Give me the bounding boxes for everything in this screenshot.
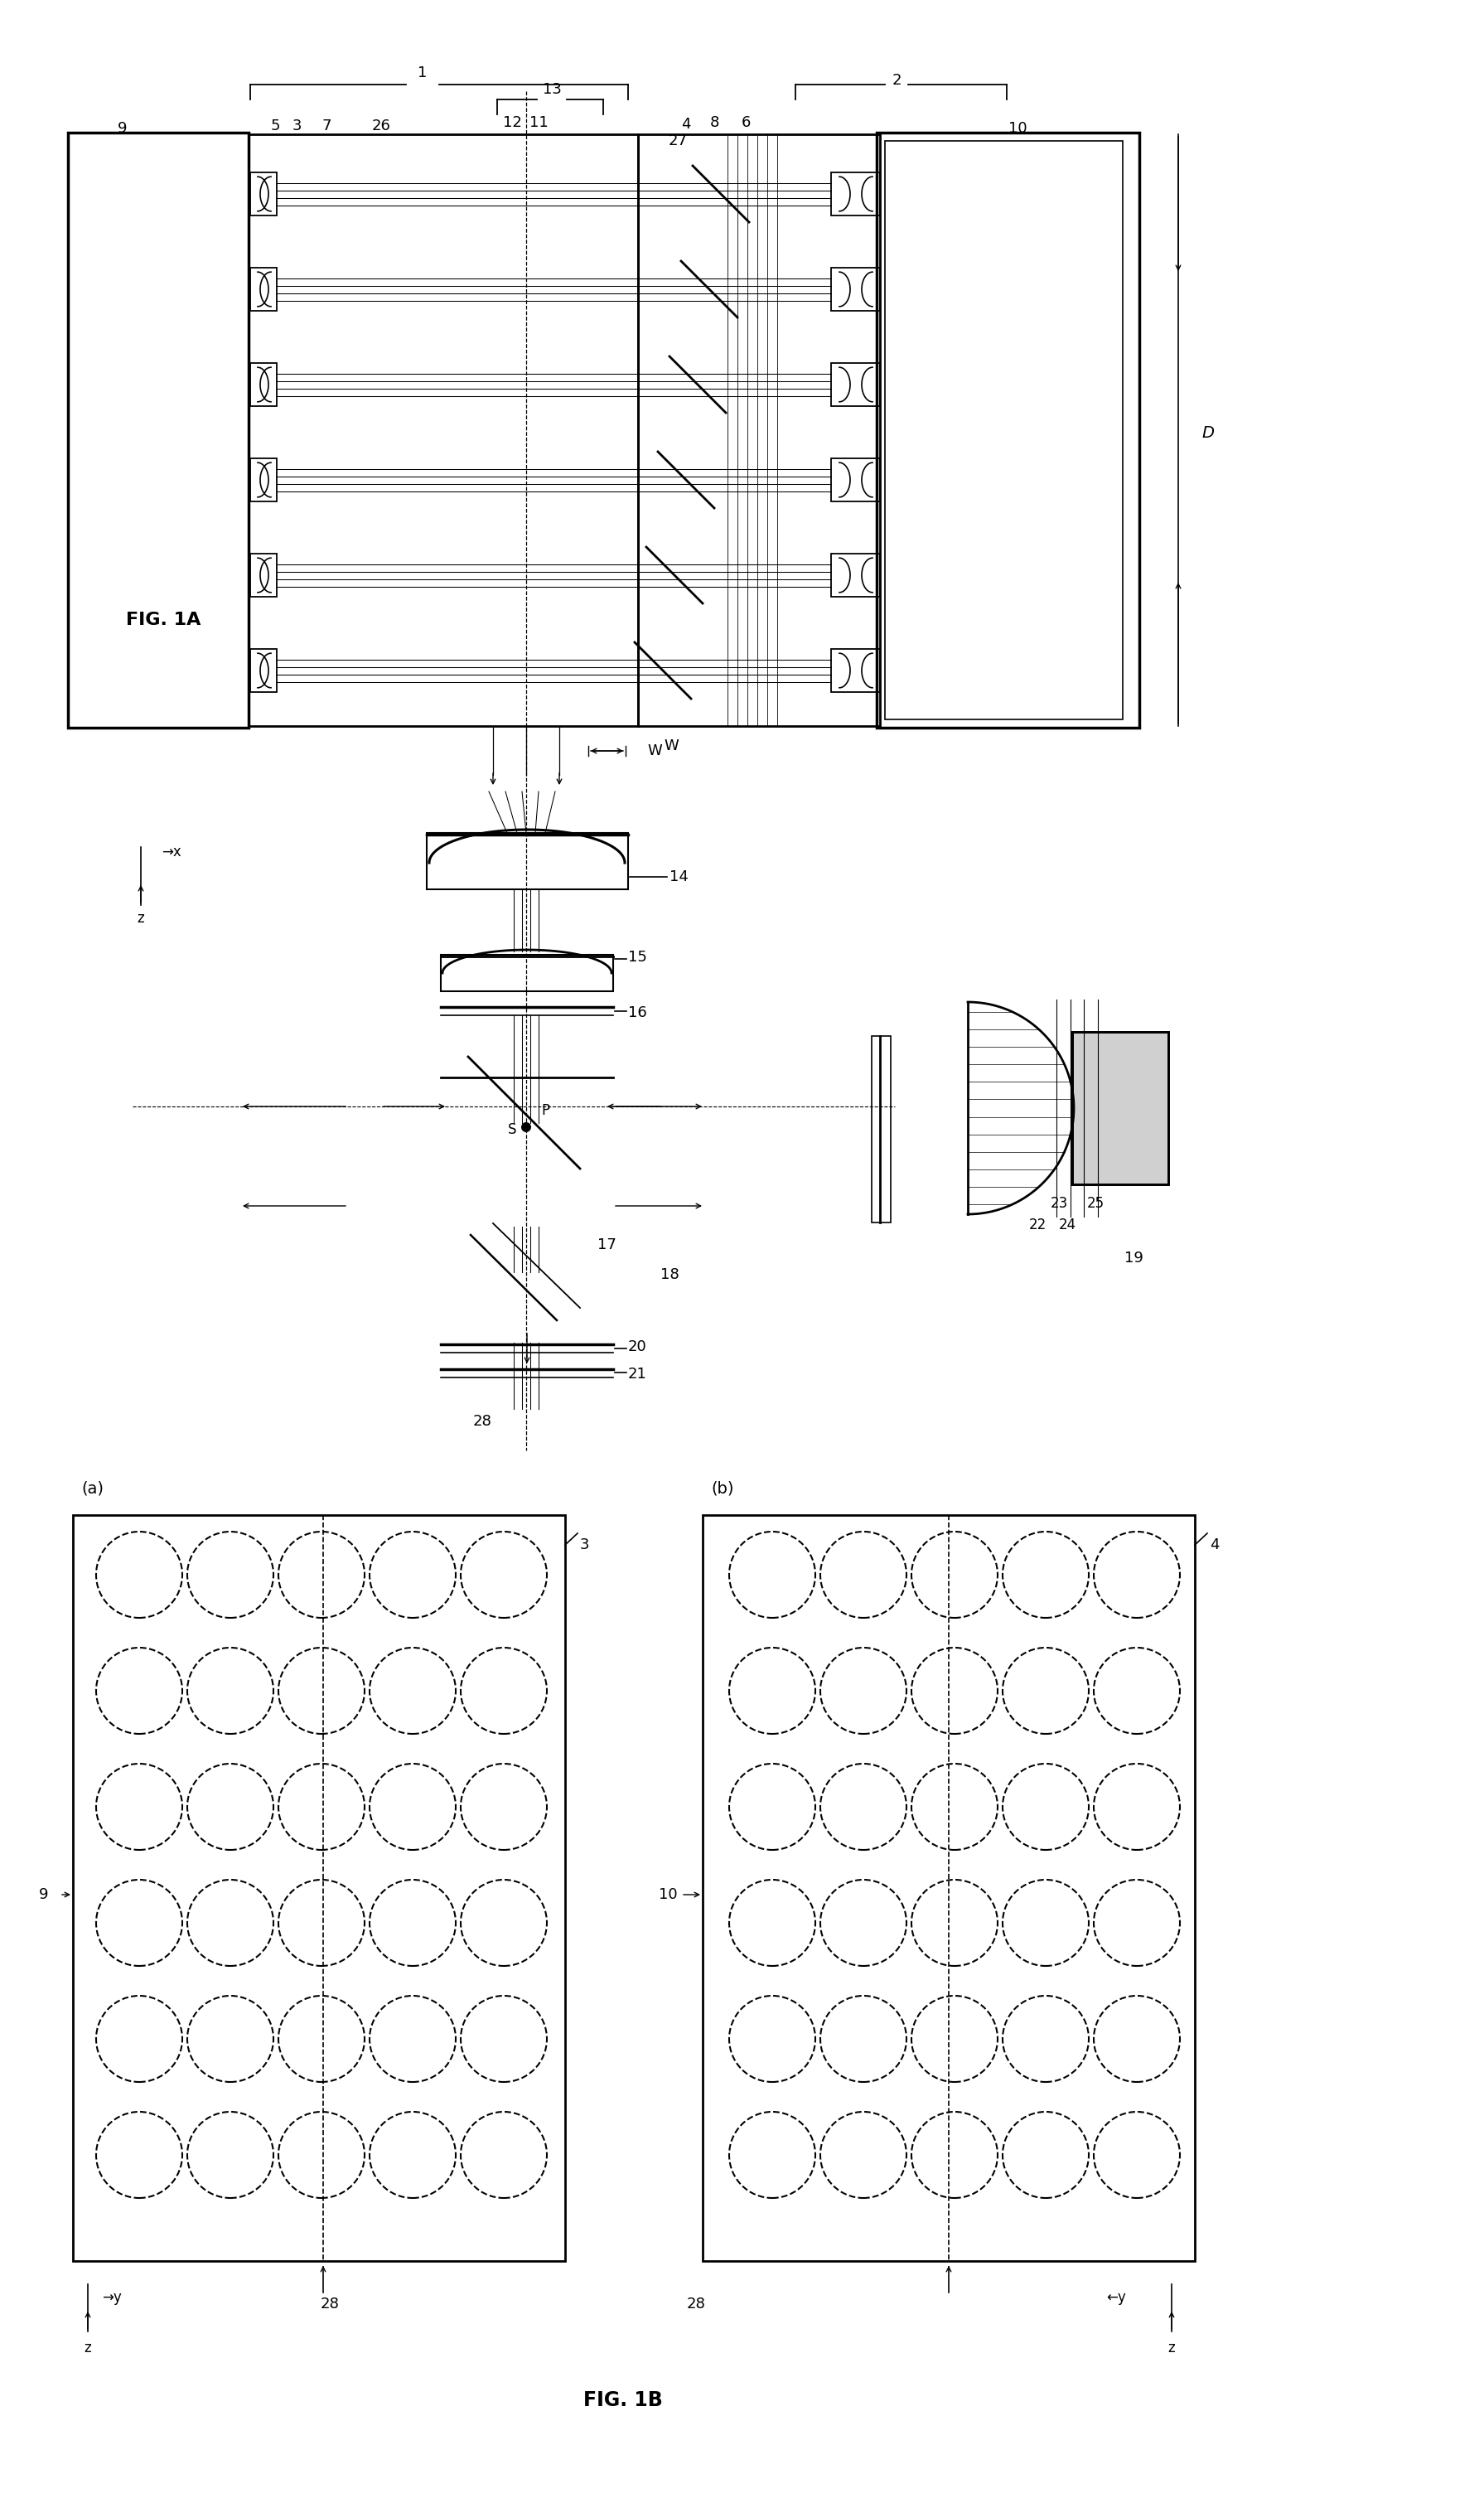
Text: 12: 12 <box>503 115 521 130</box>
Bar <box>251 648 276 691</box>
Text: 3: 3 <box>292 118 301 133</box>
Text: P: P <box>542 1104 549 1119</box>
Text: 2: 2 <box>892 73 901 88</box>
Text: (a): (a) <box>82 1482 104 1497</box>
Bar <box>1073 1031 1168 1184</box>
Text: 7: 7 <box>322 118 331 133</box>
Bar <box>831 648 880 691</box>
Text: 27: 27 <box>668 133 687 148</box>
Text: 13: 13 <box>542 83 561 98</box>
Bar <box>251 173 276 215</box>
Text: 4: 4 <box>1209 1537 1220 1552</box>
Text: 8: 8 <box>709 115 718 130</box>
Text: 9: 9 <box>39 1887 47 1902</box>
Bar <box>884 140 1123 718</box>
Text: 20: 20 <box>628 1339 647 1354</box>
Bar <box>441 954 613 991</box>
Text: 14: 14 <box>669 869 689 884</box>
Bar <box>251 268 276 310</box>
Bar <box>877 133 1140 728</box>
Text: 22: 22 <box>1028 1216 1046 1231</box>
Text: z: z <box>85 2340 92 2355</box>
Text: 15: 15 <box>628 949 647 964</box>
Text: 17: 17 <box>597 1236 616 1252</box>
Text: 18: 18 <box>660 1267 678 1282</box>
Text: 6: 6 <box>741 115 751 130</box>
Bar <box>702 1514 1195 2260</box>
Text: W: W <box>663 738 678 753</box>
Bar <box>1073 1031 1168 1184</box>
Bar <box>831 458 880 501</box>
Bar <box>831 553 880 596</box>
Text: (b): (b) <box>711 1482 733 1497</box>
Text: FIG. 1B: FIG. 1B <box>583 2390 663 2410</box>
Text: →x: →x <box>162 844 181 859</box>
Bar <box>871 1036 890 1221</box>
Circle shape <box>521 1121 531 1131</box>
Bar <box>251 363 276 405</box>
Text: 16: 16 <box>628 1006 647 1021</box>
Bar <box>638 135 880 726</box>
Bar <box>68 133 249 728</box>
Text: 10: 10 <box>1008 120 1027 135</box>
Text: W: W <box>647 743 662 758</box>
Text: 10: 10 <box>659 1887 678 1902</box>
Text: 19: 19 <box>1123 1252 1143 1267</box>
Text: 1: 1 <box>418 65 427 80</box>
Text: 26: 26 <box>371 118 390 133</box>
Text: 28: 28 <box>321 2298 340 2313</box>
Text: 25: 25 <box>1086 1196 1104 1211</box>
Text: 11: 11 <box>530 115 548 130</box>
Text: S: S <box>508 1121 516 1136</box>
Text: 28: 28 <box>687 2298 705 2313</box>
Text: D: D <box>1202 426 1214 441</box>
Text: 24: 24 <box>1058 1216 1076 1231</box>
Text: 4: 4 <box>681 118 692 133</box>
Bar <box>831 173 880 215</box>
Text: z: z <box>137 911 144 926</box>
Text: FIG. 1A: FIG. 1A <box>126 611 200 628</box>
Text: ←y: ←y <box>1106 2290 1126 2305</box>
Text: 23: 23 <box>1051 1196 1068 1211</box>
Text: →y: →y <box>102 2290 122 2305</box>
Text: 21: 21 <box>628 1367 647 1382</box>
Bar <box>73 1514 565 2260</box>
Bar <box>251 553 276 596</box>
Text: 9: 9 <box>117 120 128 135</box>
Text: 3: 3 <box>580 1537 589 1552</box>
Text: 5: 5 <box>270 118 280 133</box>
Bar <box>427 833 628 889</box>
Text: z: z <box>1168 2340 1175 2355</box>
Text: 28: 28 <box>473 1414 491 1429</box>
Bar <box>831 363 880 405</box>
Bar <box>831 268 880 310</box>
Bar <box>249 135 638 726</box>
Bar <box>251 458 276 501</box>
